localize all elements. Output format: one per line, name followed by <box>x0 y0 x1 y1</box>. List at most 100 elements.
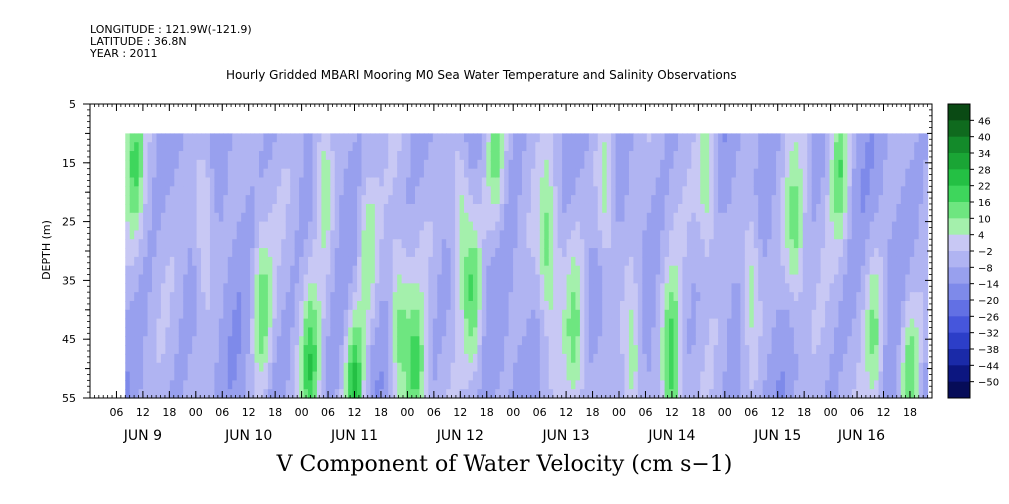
heatmap-cell <box>392 133 398 143</box>
heatmap-cell <box>294 274 300 284</box>
heatmap-cell <box>481 353 487 364</box>
heatmap-cell <box>401 221 407 232</box>
heatmap-cell <box>365 380 372 390</box>
heatmap-cell <box>825 353 831 364</box>
heatmap-cell <box>575 336 581 346</box>
heatmap-cell <box>472 186 478 196</box>
heatmap-cell <box>388 239 394 249</box>
heatmap-cell <box>695 345 701 355</box>
heatmap-cell <box>829 318 835 329</box>
heatmap-cell <box>651 256 657 267</box>
heatmap-cell <box>285 380 291 390</box>
heatmap-cell <box>374 380 380 390</box>
heatmap-cell <box>245 362 251 373</box>
heatmap-cell <box>856 203 862 214</box>
heatmap-cell <box>557 389 563 399</box>
heatmap-cell <box>143 159 149 170</box>
heatmap-cell <box>455 159 461 170</box>
heatmap-cell <box>535 327 541 337</box>
heatmap-cell <box>486 212 492 223</box>
heatmap-cell <box>588 336 594 346</box>
heatmap-cell <box>365 362 372 373</box>
heatmap-cell <box>446 212 452 223</box>
heatmap-cell <box>464 300 470 311</box>
heatmap-cell <box>860 133 866 143</box>
heatmap-cell <box>682 292 688 302</box>
heatmap-cell <box>771 212 777 223</box>
heatmap-cell <box>370 133 376 143</box>
heatmap-cell <box>646 371 652 381</box>
heatmap-cell <box>789 371 795 381</box>
heatmap-cell <box>664 265 670 276</box>
heatmap-cell <box>762 274 768 284</box>
heatmap-cell <box>695 371 701 381</box>
heatmap-cell <box>383 353 389 364</box>
heatmap-cell <box>267 133 273 143</box>
heatmap-cell <box>486 248 492 258</box>
heatmap-cell <box>838 389 844 399</box>
heatmap-cell <box>521 265 528 276</box>
heatmap-cell <box>811 221 817 232</box>
heatmap-cell <box>842 248 848 258</box>
heatmap-cell <box>379 362 385 373</box>
heatmap-cell <box>758 380 764 390</box>
heatmap-cell <box>481 327 487 337</box>
heatmap-cell <box>508 186 514 196</box>
heatmap-cell <box>254 212 260 223</box>
heatmap-cell <box>664 292 670 302</box>
heatmap-cell <box>285 186 291 196</box>
heatmap-cell <box>651 265 657 276</box>
heatmap-cell <box>784 248 791 258</box>
heatmap-cell <box>530 327 536 337</box>
heatmap-cell <box>669 168 675 179</box>
heatmap-cell <box>129 256 135 267</box>
heatmap-cell <box>691 230 697 240</box>
heatmap-cell <box>178 186 184 196</box>
heatmap-cell <box>615 142 621 152</box>
heatmap-cell <box>432 362 438 373</box>
heatmap-cell <box>129 221 135 232</box>
heatmap-cell <box>232 177 238 187</box>
heatmap-cell <box>370 292 376 302</box>
heatmap-cell <box>530 133 536 143</box>
heatmap-cell <box>374 186 380 196</box>
heatmap-cell <box>178 177 184 187</box>
heatmap-cell <box>628 133 635 143</box>
heatmap-cell <box>624 353 630 364</box>
heatmap-cell <box>597 221 603 232</box>
heatmap-cell <box>125 221 131 232</box>
heatmap-cell <box>682 318 688 329</box>
heatmap-cell <box>308 142 314 152</box>
heatmap-cell <box>597 353 603 364</box>
heatmap-cell <box>642 309 648 320</box>
heatmap-cell <box>727 212 733 223</box>
heatmap-cell <box>557 177 563 187</box>
heatmap-cell <box>147 318 153 329</box>
heatmap-cell <box>481 159 487 170</box>
heatmap-cell <box>602 389 608 399</box>
heatmap-cell <box>125 168 131 179</box>
heatmap-cell <box>357 389 363 399</box>
heatmap-cell <box>410 318 416 329</box>
heatmap-cell <box>495 274 501 284</box>
heatmap-cell <box>722 203 728 214</box>
heatmap-cell <box>847 248 853 258</box>
heatmap-cell <box>566 265 572 276</box>
heatmap-cell <box>432 168 438 179</box>
heatmap-cell <box>267 195 273 205</box>
heatmap-cell <box>637 151 643 161</box>
heatmap-cell <box>575 371 581 381</box>
heatmap-cell <box>575 151 581 161</box>
heatmap-cell <box>468 230 474 240</box>
heatmap-cell <box>731 318 737 329</box>
heatmap-cell <box>455 353 461 364</box>
heatmap-cell <box>700 142 706 152</box>
heatmap-cell <box>753 203 759 214</box>
heatmap-cell <box>789 203 795 214</box>
heatmap-cell <box>842 168 848 179</box>
heatmap-cell <box>174 239 180 249</box>
heatmap-cell <box>223 168 229 179</box>
heatmap-cell <box>700 177 706 187</box>
heatmap-cell <box>303 212 309 223</box>
heatmap-cell <box>753 195 759 205</box>
